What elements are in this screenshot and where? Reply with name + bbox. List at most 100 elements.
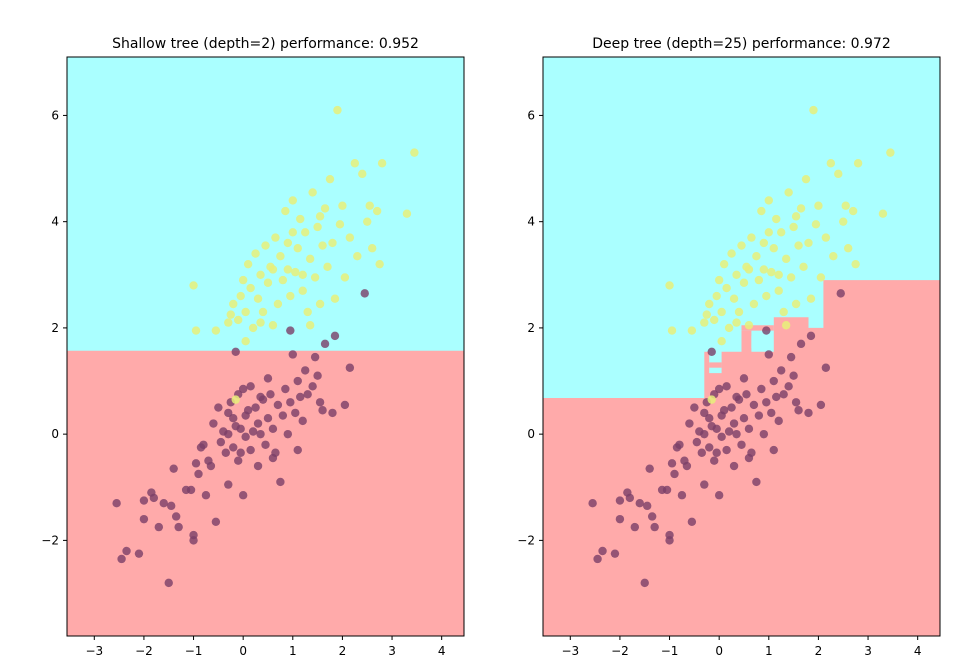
data-point-class1 [665, 281, 674, 290]
x-tick-label: 0 [715, 644, 723, 658]
data-point-class1 [363, 217, 372, 226]
data-point-class0 [759, 429, 769, 439]
deep-tree-panel: Deep tree (depth=25) performance: 0.972 … [517, 36, 941, 658]
data-point-class0 [211, 517, 221, 526]
decision-region-class0 [709, 362, 722, 368]
x-tick-label: 0 [239, 644, 247, 658]
data-point-class0 [742, 390, 751, 399]
data-point-class0 [268, 424, 278, 434]
data-point-class1 [288, 196, 297, 205]
data-point-class0 [727, 403, 736, 412]
data-point-class0 [330, 331, 340, 341]
data-point-class0 [662, 485, 672, 495]
data-point-class1 [834, 169, 843, 179]
data-point-class1 [702, 310, 711, 319]
data-point-class1 [303, 307, 312, 317]
data-point-class1 [229, 299, 238, 309]
data-point-class0 [261, 440, 270, 449]
y-tick-label: 0 [51, 427, 59, 441]
data-point-class1 [705, 299, 714, 309]
data-point-class1 [263, 278, 273, 287]
data-point-class1 [700, 318, 709, 327]
data-point-class1 [774, 270, 783, 279]
shallow-tree-title: Shallow tree (depth=2) performance: 0.95… [112, 36, 419, 52]
x-tick-label: −3 [85, 644, 103, 658]
data-point-class1 [774, 286, 783, 295]
data-point-class1 [320, 204, 330, 213]
data-point-class1 [211, 326, 221, 335]
data-point-class1 [737, 241, 746, 250]
data-point-class0 [112, 499, 121, 508]
plot-frame [542, 56, 941, 637]
data-point-class1 [667, 326, 677, 335]
data-point-class1 [722, 283, 731, 293]
data-point-class0 [747, 448, 756, 457]
data-point-class0 [714, 491, 724, 500]
data-point-class0 [722, 382, 731, 391]
data-point-class0 [303, 390, 312, 399]
data-point-class1 [345, 233, 355, 242]
data-point-class0 [191, 459, 201, 468]
shallow-tree-panel: Shallow tree (depth=2) performance: 0.95… [41, 36, 465, 658]
data-point-class0 [266, 390, 275, 399]
data-point-class0 [253, 461, 263, 471]
data-point-class0 [236, 424, 245, 434]
data-point-class0 [340, 400, 350, 410]
data-point-class0 [762, 326, 771, 335]
data-point-class1 [727, 249, 736, 258]
data-point-class0 [189, 536, 198, 545]
x-axis-ticks: −3 −2 −1 0 1 2 3 4 [85, 636, 445, 658]
data-point-class0 [313, 371, 322, 380]
data-point-class1 [712, 291, 721, 301]
data-point-class1 [305, 321, 315, 330]
data-point-class0 [729, 419, 739, 428]
data-point-class1 [789, 222, 798, 232]
data-point-class1 [315, 212, 325, 221]
data-point-class1 [251, 249, 260, 258]
y-axis-ticks: −2 0 2 4 6 [517, 108, 543, 547]
data-point-class0 [588, 499, 597, 508]
data-point-class1 [298, 286, 307, 295]
data-point-class0 [310, 352, 320, 362]
data-point-class1 [759, 265, 769, 274]
data-point-class0 [246, 382, 255, 391]
data-point-class1 [315, 299, 325, 309]
data-point-class1 [293, 244, 302, 253]
data-point-class0 [201, 491, 211, 500]
data-point-class0 [610, 549, 620, 558]
data-point-class0 [171, 512, 181, 521]
data-point-class0 [789, 371, 798, 380]
data-point-class1 [286, 291, 295, 301]
data-point-class0 [134, 549, 144, 558]
data-point-class1 [308, 188, 317, 197]
data-point-class1 [749, 299, 759, 309]
data-point-class0 [241, 432, 250, 442]
data-point-class1 [283, 238, 293, 248]
data-point-class1 [826, 159, 836, 168]
y-tick-label: −2 [517, 533, 535, 547]
data-point-class0 [737, 440, 746, 449]
data-point-class0 [667, 459, 677, 468]
data-point-class0 [732, 392, 741, 402]
x-tick-label: 1 [765, 644, 773, 658]
data-point-class0 [216, 437, 226, 447]
data-point-class0 [821, 363, 831, 372]
data-point-class1 [243, 259, 253, 269]
data-point-class0 [786, 352, 796, 362]
data-point-class1 [796, 204, 806, 213]
data-point-class1 [732, 270, 741, 279]
data-point-class1 [256, 270, 265, 279]
data-point-class0 [288, 350, 297, 359]
data-point-class1 [816, 273, 826, 282]
data-point-class0 [643, 501, 652, 511]
data-point-class1 [377, 159, 387, 168]
data-point-class0 [209, 419, 218, 428]
data-point-class0 [238, 384, 248, 394]
data-point-class0 [707, 347, 716, 357]
data-point-class0 [752, 477, 761, 487]
data-point-class0 [345, 363, 355, 372]
data-point-class0 [278, 411, 288, 420]
data-point-class1 [687, 326, 697, 335]
data-point-class0 [724, 427, 734, 436]
